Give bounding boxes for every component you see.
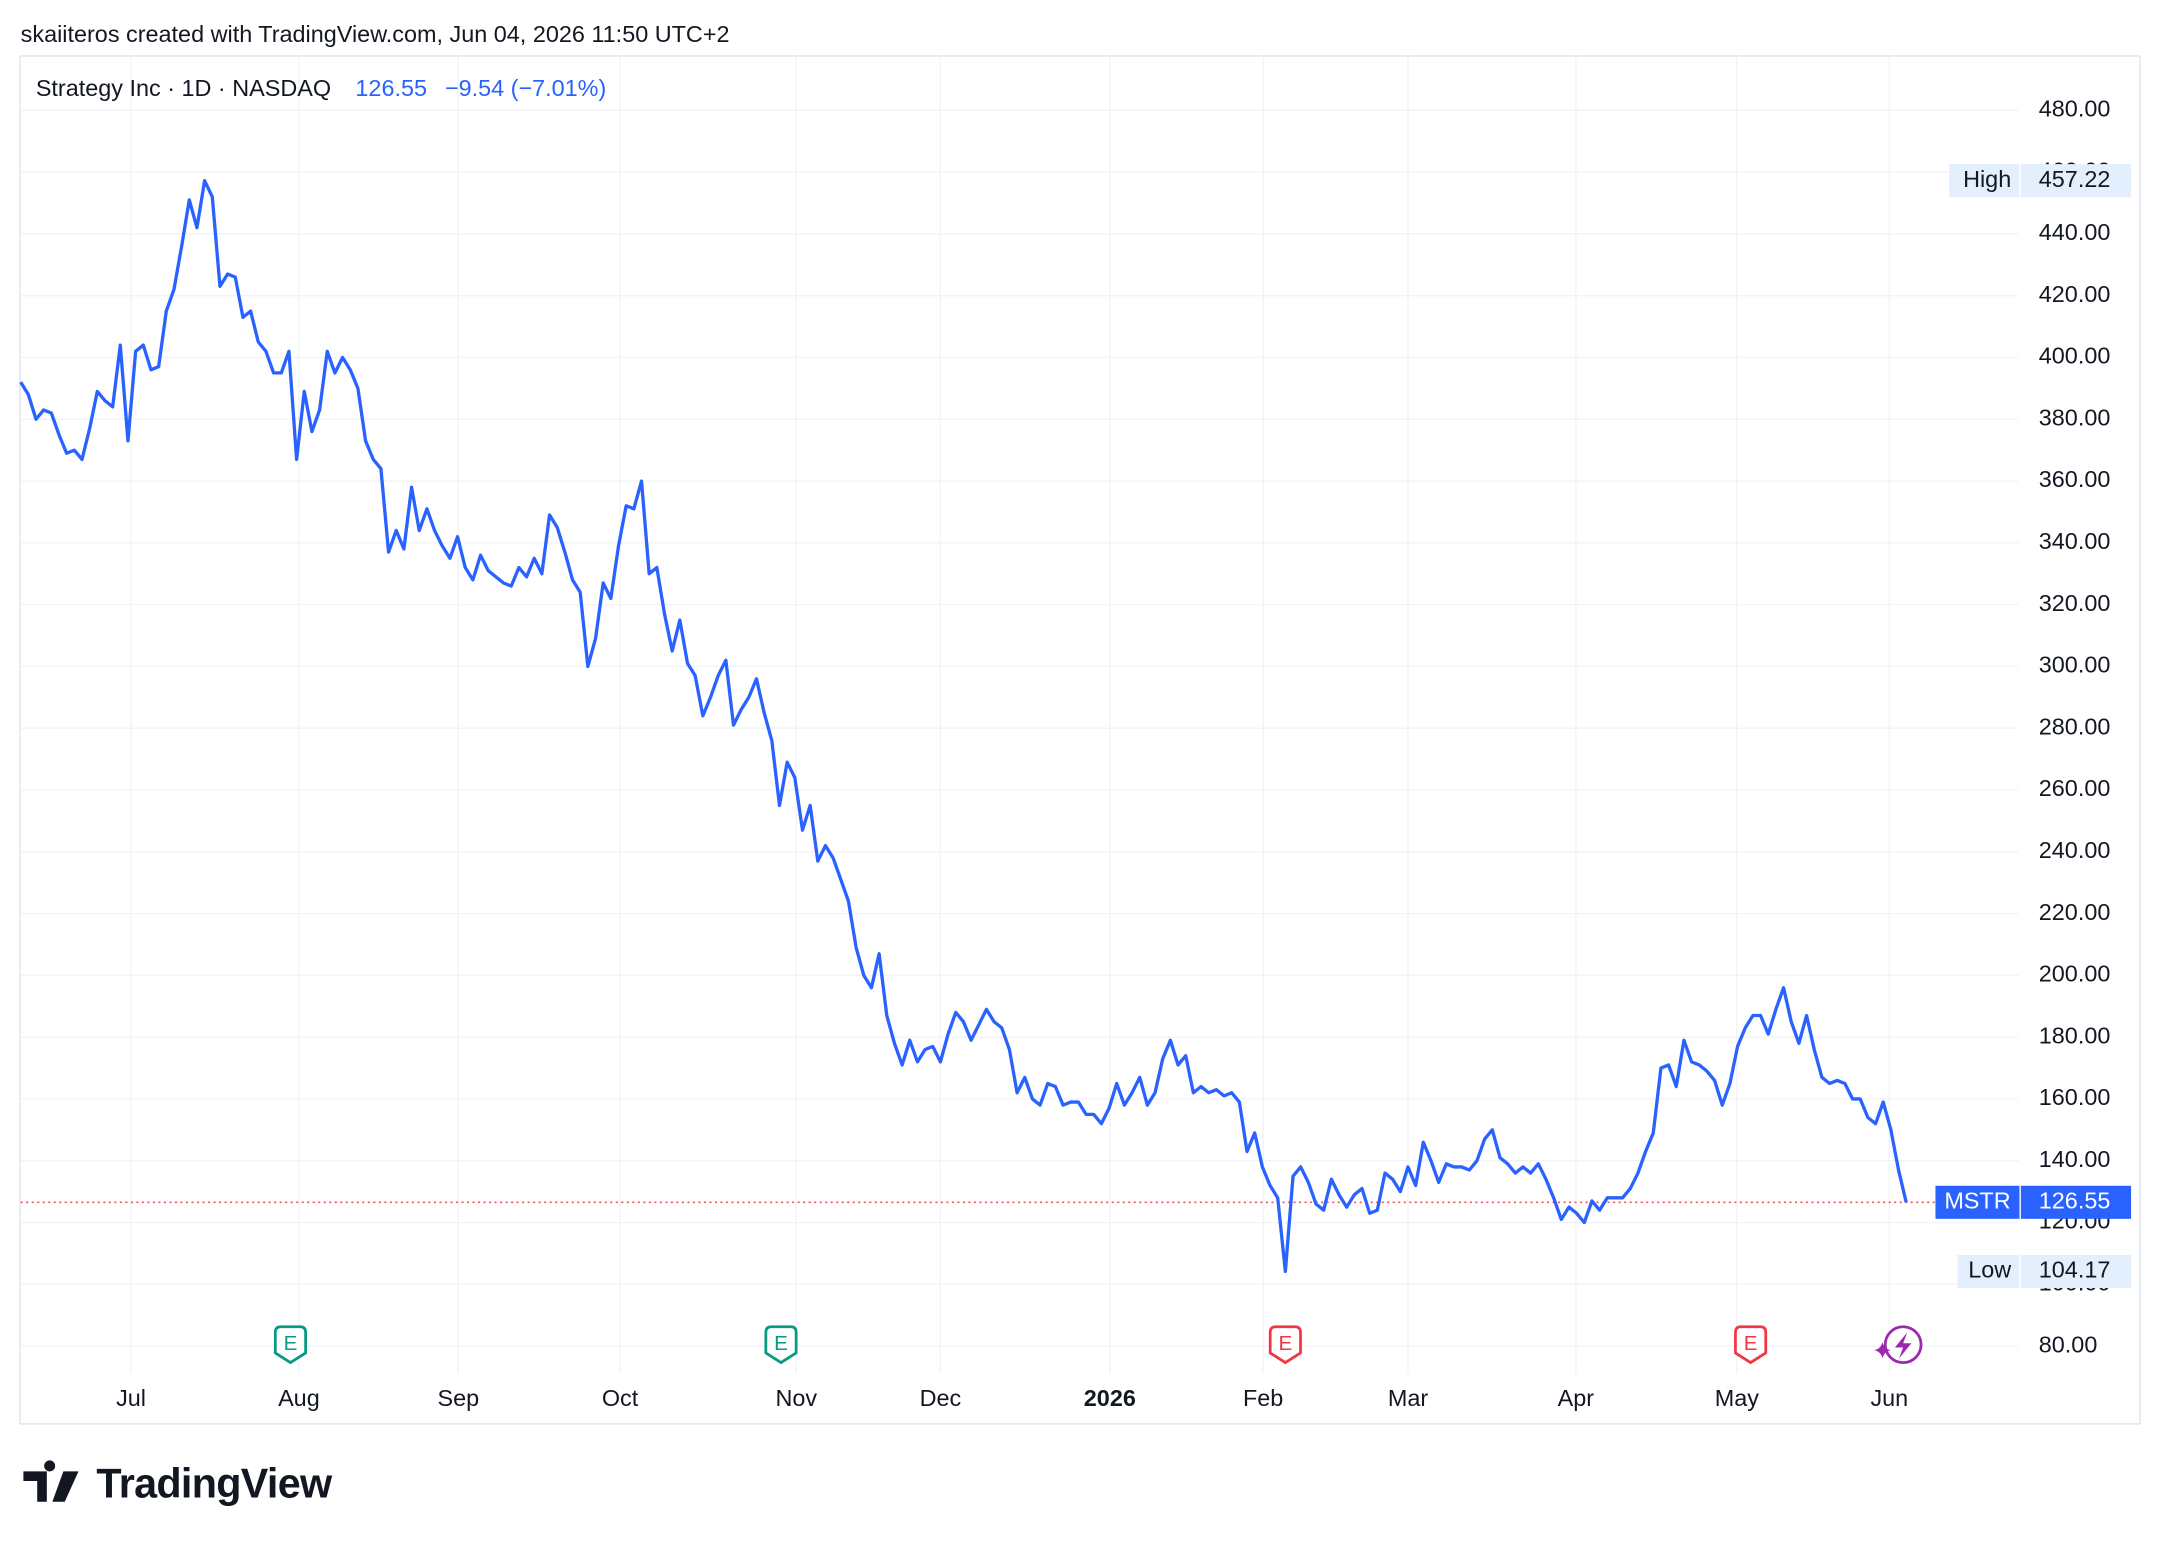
y-tick-label: 220.00 [2039,899,2111,925]
y-tick-label: 260.00 [2039,775,2111,801]
grid [20,55,2019,1374]
y-tick-label: 440.00 [2039,219,2111,245]
x-tick-label: Feb [1243,1385,1283,1411]
x-tick-label: Aug [278,1385,320,1411]
x-tick-label: Jun [1870,1385,1908,1411]
header: skaiiteros created with TradingView.com,… [21,21,730,47]
y-tick-label: 480.00 [2039,95,2111,121]
y-tick-label: 200.00 [2039,961,2111,987]
y-tick-label: 400.00 [2039,343,2111,369]
chart-frame [19,55,2141,1425]
legend-change: −9.54 (−7.01%) [445,75,606,101]
last-price-text: 126.55 [2039,1187,2111,1213]
y-tick-label: 80.00 [2039,1331,2098,1357]
y-tick-label: 280.00 [2039,713,2111,739]
x-tick-label: Dec [920,1385,962,1411]
y-tick-label: 160.00 [2039,1084,2111,1110]
x-tick-label: 2026 [1084,1385,1136,1411]
earnings-badge [1268,1325,1302,1365]
x-tick-label: Nov [776,1385,818,1411]
earnings-badge [1734,1325,1768,1365]
symbol-tag [1935,1185,2020,1219]
x-tick-label: May [1715,1385,1760,1411]
high-tag-label: High [1963,166,2011,192]
x-tick-label: Apr [1558,1385,1595,1411]
logo-text: TradingView [96,1460,333,1506]
y-tick-label: 240.00 [2039,837,2111,863]
y-tick-label: 340.00 [2039,528,2111,554]
low-tag-label: Low [1968,1257,2011,1283]
y-tick-label: 320.00 [2039,590,2111,616]
earnings-badge-label: E [1744,1332,1758,1355]
low-value-text: 104.17 [2039,1257,2111,1283]
logo-icon [23,1460,79,1502]
x-tick-label: Oct [602,1385,639,1411]
legend-title: Strategy Inc · 1D · NASDAQ [36,75,331,101]
low-value-tag [2020,1254,2132,1288]
y-tick-label: 140.00 [2039,1146,2111,1172]
high-value-text: 457.22 [2039,166,2111,192]
price-line [19,179,1908,1274]
y-tick-label: 300.00 [2039,652,2111,678]
legend-price: 126.55 [355,75,427,101]
x-tick-label: Sep [437,1385,479,1411]
plot [19,179,2019,1274]
y-tick-label: 420.00 [2039,281,2111,307]
y-tick-label: 360.00 [2039,466,2111,492]
symbol-tag-text: MSTR [1944,1187,2010,1213]
earnings-badge-label: E [284,1332,298,1355]
earnings-badge-label: E [774,1332,788,1355]
earnings-badge-label: E [1278,1332,1292,1355]
y-tick-label: 180.00 [2039,1022,2111,1048]
last-price-tag [2020,1185,2132,1219]
logo: TradingView [23,1460,334,1506]
x-tick-label: Mar [1388,1385,1429,1411]
axes: 80.00100.00120.00140.00160.00180.00200.0… [116,95,2132,1411]
high-value-tag [2020,164,2132,198]
x-tick-label: Jul [116,1385,146,1411]
y-tick-label: 380.00 [2039,404,2111,430]
event-sparkle [1874,1341,1891,1359]
low-tag [1957,1254,2020,1288]
earnings-badge [273,1325,307,1365]
high-tag [1949,164,2020,198]
earnings-badge [764,1325,798,1365]
event-bolt [1894,1332,1912,1359]
